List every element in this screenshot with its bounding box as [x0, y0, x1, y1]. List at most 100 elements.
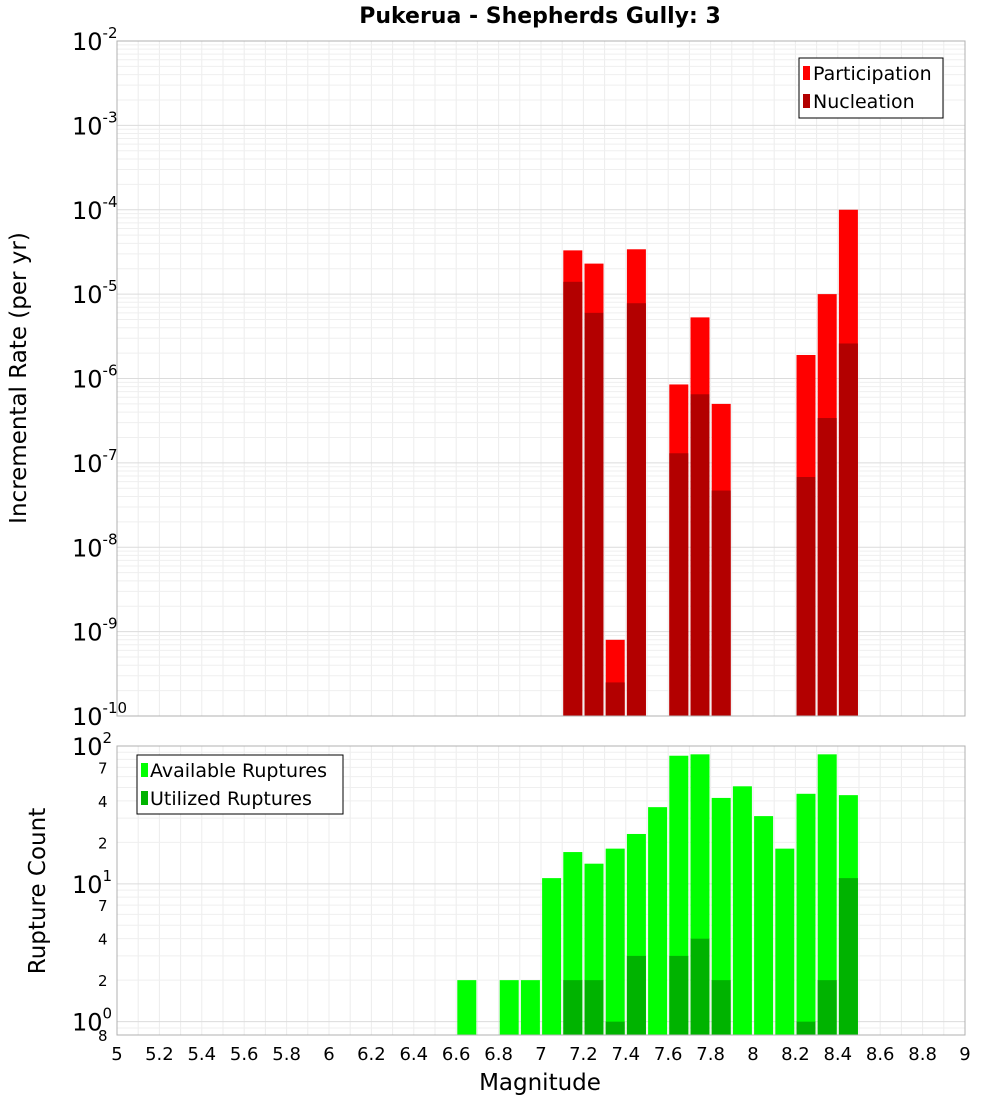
y-minor-tick-label: 7	[98, 897, 108, 915]
bar-available-ruptures	[796, 793, 816, 1035]
bar-available-ruptures	[648, 807, 668, 1035]
bar-nucleation	[605, 682, 625, 716]
bar-nucleation	[584, 312, 604, 716]
bottom-y-axis-label: Rupture Count	[25, 808, 51, 974]
y-tick-exponent: -2	[103, 24, 118, 42]
y-tick-exponent: -4	[103, 193, 118, 211]
y-minor-tick-label: 2	[98, 834, 108, 852]
bar-nucleation	[796, 477, 816, 716]
legend-swatch-participation	[803, 66, 810, 80]
y-minor-tick-label: 8	[98, 1027, 108, 1045]
y-tick-exponent: 2	[103, 729, 113, 747]
y-minor-tick-label: 4	[98, 931, 108, 949]
x-tick-label: 8.2	[781, 1044, 810, 1065]
x-tick-label: 7.8	[696, 1044, 725, 1065]
x-tick-label: 5.8	[272, 1044, 301, 1065]
x-tick-label: 5	[111, 1044, 122, 1065]
y-tick-base: 10	[72, 197, 103, 225]
y-tick-base: 10	[72, 871, 103, 899]
legend-label-utilized: Utilized Ruptures	[150, 788, 312, 810]
y-tick-base: 10	[72, 281, 103, 309]
bar-nucleation	[838, 343, 858, 716]
bottom-plot-border	[116, 745, 966, 1036]
bar-available-ruptures	[457, 980, 477, 1035]
y-tick-label: 10-6	[72, 362, 118, 394]
bar-utilized-ruptures	[711, 980, 731, 1035]
y-minor-tick-label: 7	[98, 759, 108, 777]
x-tick-label: 6	[323, 1044, 334, 1065]
bar-utilized-ruptures	[838, 878, 858, 1035]
x-tick-label: 5.2	[145, 1044, 174, 1065]
bar-available-ruptures	[605, 848, 625, 1035]
x-tick-labels: 5 5.2 5.4 5.6 5.8 6 6.2 6.4 6.6 6.8 7 7.2 7.4 7.6 7.8 8…	[111, 1044, 970, 1065]
x-tick-label: 8.6	[866, 1044, 895, 1065]
top-y-tick-labels: 10-210-310-410-510-610-710-810-910-10	[72, 24, 127, 731]
legend-swatch-available	[141, 763, 148, 777]
bar-utilized-ruptures	[563, 980, 583, 1035]
y-tick-exponent: 0	[103, 1005, 113, 1023]
top-plot-border	[116, 40, 966, 717]
y-tick-label: 10-9	[72, 615, 118, 647]
y-tick-label: 102	[72, 729, 112, 761]
x-tick-label: 6.2	[357, 1044, 386, 1065]
bar-available-ruptures	[817, 754, 837, 1035]
bottom-legend: Available Ruptures Utilized Ruptures	[136, 754, 344, 815]
bar-utilized-ruptures	[690, 938, 710, 1035]
y-tick-exponent: 1	[103, 867, 113, 885]
bar-available-ruptures	[775, 848, 795, 1035]
y-tick-base: 10	[72, 112, 103, 140]
y-minor-tick-label: 2	[98, 972, 108, 990]
y-tick-label: 10-2	[72, 24, 118, 56]
y-tick-label: 10-3	[72, 108, 118, 140]
y-tick-label: 10-5	[72, 277, 118, 309]
x-tick-label: 9	[959, 1044, 970, 1065]
x-tick-label: 6.8	[484, 1044, 513, 1065]
bar-nucleation	[563, 281, 583, 716]
y-tick-base: 10	[72, 1009, 103, 1037]
y-minor-tick-label: 4	[98, 793, 108, 811]
bar-available-ruptures	[754, 816, 774, 1035]
y-tick-base: 10	[72, 703, 103, 731]
bar-nucleation	[626, 303, 646, 716]
y-tick-label: 10-8	[72, 530, 118, 562]
y-tick-base: 10	[72, 733, 103, 761]
y-tick-base: 10	[72, 450, 103, 478]
bar-nucleation	[711, 490, 731, 716]
x-tick-label: 8	[747, 1044, 758, 1065]
x-tick-label: 5.4	[187, 1044, 216, 1065]
bar-nucleation	[690, 394, 710, 716]
y-tick-exponent: -10	[103, 699, 128, 717]
bar-nucleation	[817, 418, 837, 716]
y-tick-base: 10	[72, 366, 103, 394]
bar-available-ruptures	[711, 797, 731, 1035]
x-axis-label: Magnitude	[479, 1070, 601, 1096]
x-tick-label: 8.8	[908, 1044, 937, 1065]
y-tick-exponent: -6	[103, 362, 118, 380]
y-tick-exponent: -9	[103, 615, 118, 633]
bar-utilized-ruptures	[626, 955, 646, 1035]
bar-available-ruptures	[732, 786, 752, 1035]
x-tick-label: 7.2	[569, 1044, 598, 1065]
bar-available-ruptures	[520, 980, 540, 1035]
bar-utilized-ruptures	[817, 980, 837, 1035]
bottom-bars	[457, 754, 858, 1035]
y-tick-label: 10-7	[72, 446, 118, 478]
y-tick-label: 100	[72, 1005, 112, 1037]
bar-utilized-ruptures	[669, 955, 689, 1035]
top-y-axis-label: Incremental Rate (per yr)	[6, 232, 32, 524]
bar-nucleation	[669, 453, 689, 716]
top-legend: Participation Nucleation	[798, 57, 944, 119]
legend-swatch-utilized	[141, 791, 148, 805]
y-tick-label: 10-10	[72, 699, 127, 731]
bottom-legend-box	[136, 754, 344, 815]
top-grid	[116, 41, 966, 717]
bar-available-ruptures	[499, 980, 519, 1035]
chart-title: Pukerua - Shepherds Gully: 3	[359, 4, 721, 29]
bar-utilized-ruptures	[584, 980, 604, 1035]
bar-utilized-ruptures	[605, 1021, 625, 1035]
y-tick-exponent: -8	[103, 530, 118, 548]
y-tick-base: 10	[72, 534, 103, 562]
